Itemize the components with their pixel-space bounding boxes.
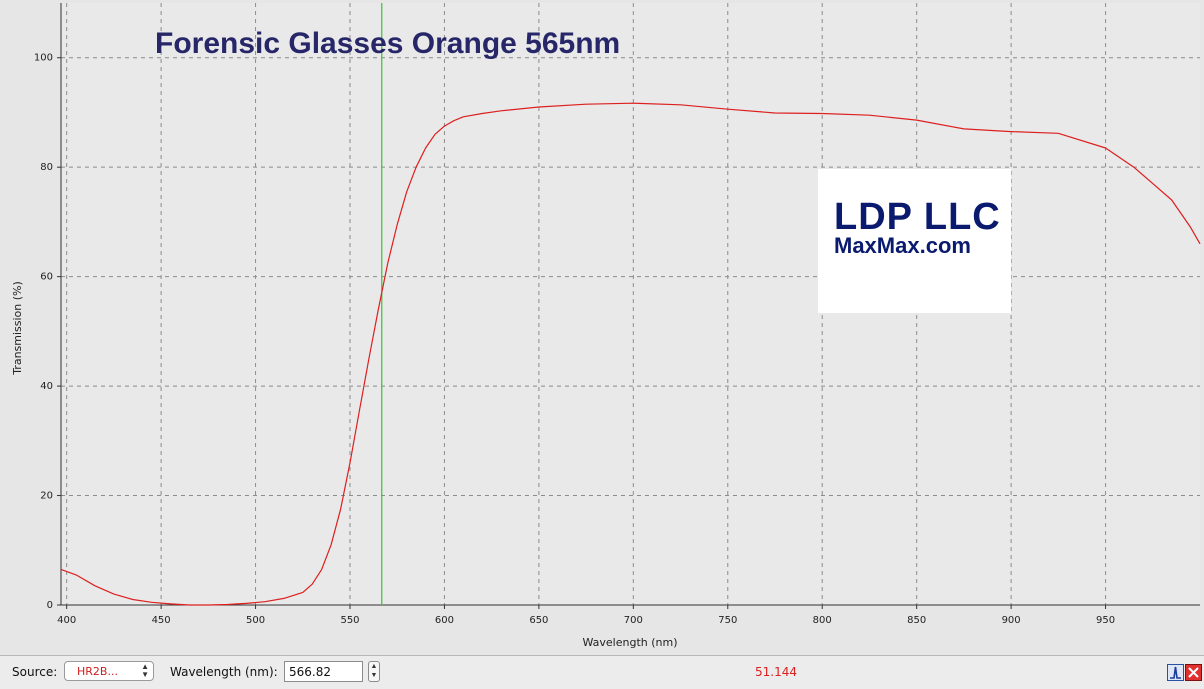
x-tick-label: 450 <box>152 615 171 626</box>
wavelength-stepper[interactable]: ▲ ▼ <box>368 661 380 682</box>
series-layer <box>60 3 1201 606</box>
chart-title: Forensic Glasses Orange 565nm <box>155 27 620 60</box>
y-tick-label: 80 <box>40 162 53 173</box>
transmission-series-line <box>60 102 1201 606</box>
watermark-logo: LDP LLC MaxMax.com <box>818 169 1011 313</box>
y-tick-label: 20 <box>40 491 53 502</box>
logo-website: MaxMax.com <box>834 233 971 258</box>
peak-icon[interactable] <box>1167 664 1184 681</box>
x-tick-label: 400 <box>57 615 76 626</box>
x-axis-title: Wavelength (nm) <box>582 636 677 649</box>
source-value: HR2B... <box>77 665 118 678</box>
wavelength-label: Wavelength (nm): <box>170 665 278 679</box>
logo-company-name: LDP LLC <box>834 196 1001 238</box>
source-label: Source: <box>12 665 58 679</box>
y-tick-label: 60 <box>40 272 53 283</box>
x-tick-label: 500 <box>246 615 265 626</box>
x-tick-label: 900 <box>1002 615 1021 626</box>
axes: 400 450 500 550 600 650 700 750 800 850 900 950 0 20 4… <box>34 3 1200 626</box>
x-tick-label: 950 <box>1096 615 1115 626</box>
y-tick-label: 100 <box>34 53 53 64</box>
x-tick-label: 700 <box>624 615 643 626</box>
chart: 400 450 500 550 600 650 700 750 800 850 900 950 0 20 4… <box>11 3 1201 649</box>
x-tick-label: 650 <box>529 615 548 626</box>
y-tick-label: 0 <box>47 600 53 611</box>
x-tick-label: 750 <box>718 615 737 626</box>
plot-area <box>61 3 1200 605</box>
close-icon[interactable] <box>1185 664 1202 681</box>
grid <box>61 3 1200 606</box>
x-tick-label: 550 <box>340 615 359 626</box>
transmission-readout: 51.144 <box>755 665 797 679</box>
x-tick-label: 850 <box>907 615 926 626</box>
wavelength-input[interactable] <box>284 661 363 682</box>
y-axis-title: Transmission (%) <box>11 281 24 376</box>
x-tick-label: 600 <box>435 615 454 626</box>
x-tick-label: 800 <box>813 615 832 626</box>
bottom-toolbar: Source: HR2B... ▲▼ Wavelength (nm): ▲▼ 5… <box>0 655 1204 689</box>
updown-chevron-icon: ▲ ▼ <box>141 662 149 679</box>
y-tick-label: 40 <box>40 381 53 392</box>
source-select[interactable]: HR2B... ▲ ▼ <box>64 661 154 681</box>
